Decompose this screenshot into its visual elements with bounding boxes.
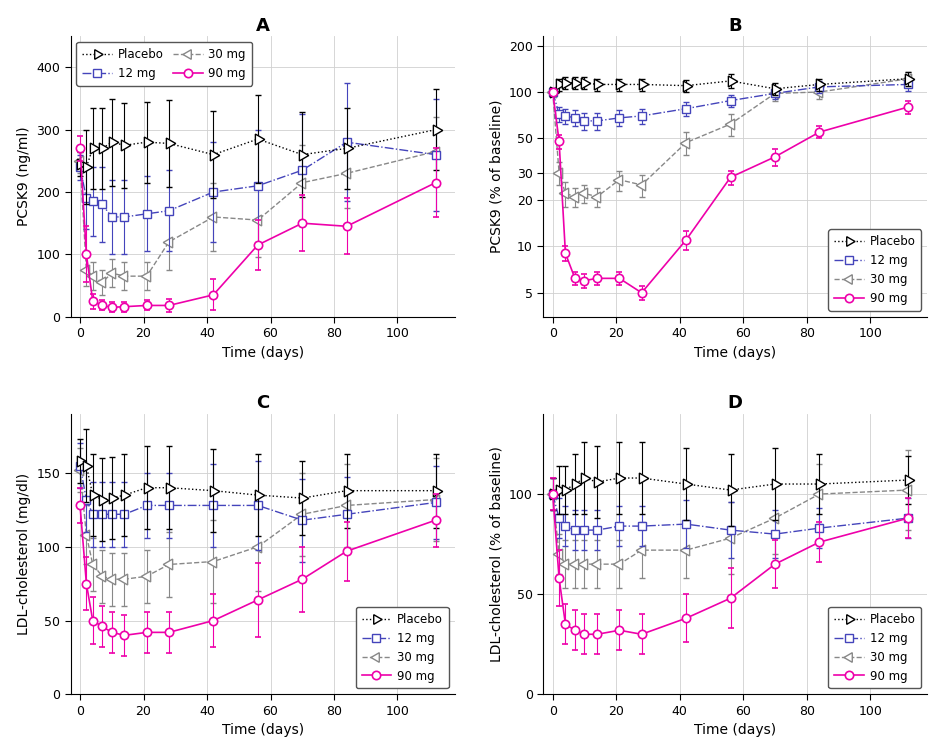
Title: B: B — [729, 17, 742, 35]
X-axis label: Time (days): Time (days) — [694, 723, 776, 737]
Y-axis label: LDL-cholesterol (% of baseline): LDL-cholesterol (% of baseline) — [489, 446, 503, 662]
Title: C: C — [256, 394, 269, 412]
Legend: Placebo, 12 mg, 30 mg, 90 mg: Placebo, 12 mg, 30 mg, 90 mg — [356, 607, 448, 688]
Title: A: A — [256, 17, 270, 35]
Legend: Placebo, 12 mg, 30 mg, 90 mg: Placebo, 12 mg, 30 mg, 90 mg — [828, 607, 921, 688]
Y-axis label: PCSK9 (ng/ml): PCSK9 (ng/ml) — [17, 127, 30, 226]
Y-axis label: LDL-cholesterol (mg/dl): LDL-cholesterol (mg/dl) — [17, 473, 30, 635]
Title: D: D — [728, 394, 743, 412]
Legend: Placebo, 12 mg, 30 mg, 90 mg: Placebo, 12 mg, 30 mg, 90 mg — [76, 42, 252, 86]
Legend: Placebo, 12 mg, 30 mg, 90 mg: Placebo, 12 mg, 30 mg, 90 mg — [828, 229, 921, 311]
X-axis label: Time (days): Time (days) — [222, 345, 304, 360]
Y-axis label: PCSK9 (% of baseline): PCSK9 (% of baseline) — [489, 100, 503, 253]
X-axis label: Time (days): Time (days) — [694, 345, 776, 360]
X-axis label: Time (days): Time (days) — [222, 723, 304, 737]
